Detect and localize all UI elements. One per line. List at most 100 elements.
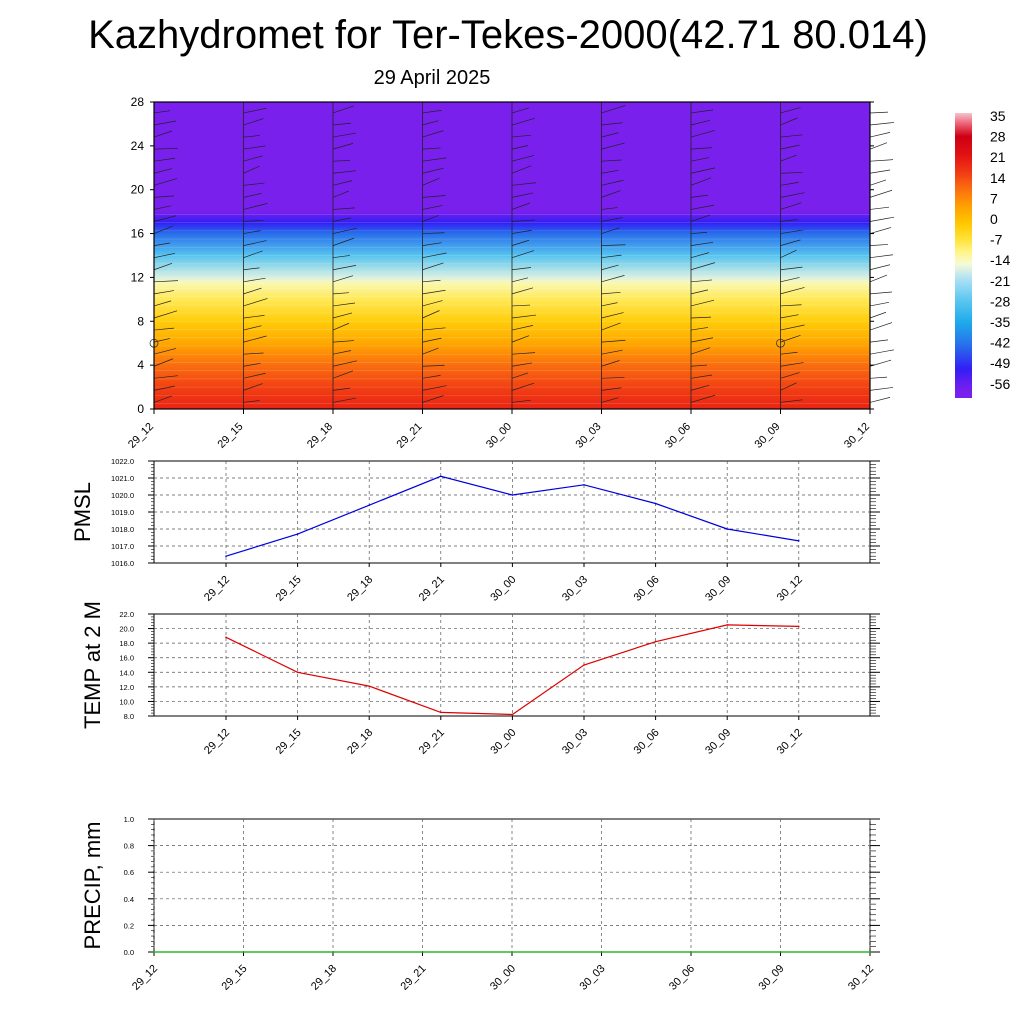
colorbar-label: -35 [990, 314, 1010, 330]
wind-barb [153, 130, 173, 138]
wind-barb [601, 122, 623, 126]
wind-barb [422, 177, 440, 186]
wind-barb [869, 274, 888, 283]
wind-barb [243, 193, 262, 198]
x-tick-label: 30_12 [775, 574, 805, 604]
wind-barb [153, 310, 178, 319]
x-tick-label: 30_06 [667, 963, 697, 993]
y-tick-label: 0.2 [124, 921, 134, 930]
wind-barb [869, 189, 893, 198]
wind-barb [601, 179, 624, 186]
wind-barb [422, 167, 444, 174]
x-tick-label: 29_12 [202, 727, 232, 757]
data-point [332, 951, 334, 953]
y-tick-label: 0.0 [124, 948, 134, 957]
wind-barb [422, 215, 439, 222]
wind-barb [243, 135, 260, 138]
x-tick-label: 29_15 [216, 421, 246, 451]
wind-barb [511, 362, 533, 367]
wind-barb [332, 180, 353, 186]
wind-barb [601, 169, 619, 174]
wind-barb [422, 385, 447, 391]
wind-barb [869, 291, 893, 295]
y-tick-label: 1017.0 [111, 542, 134, 551]
wind-barb [422, 300, 443, 307]
wind-barb [780, 266, 803, 271]
wind-barb [332, 387, 351, 391]
wind-barb [243, 250, 263, 259]
wind-barb [780, 202, 802, 210]
wind-barb [243, 145, 266, 150]
x-tick-label: 29_12 [202, 574, 232, 604]
wind-barb [601, 387, 622, 391]
wind-barb [601, 244, 626, 246]
data-point [440, 711, 442, 714]
colorbar-label: 0 [990, 211, 998, 227]
y-axis-label: TEMP at 2 M [80, 601, 105, 729]
data-point [153, 951, 155, 953]
x-tick-label: 30_00 [488, 727, 518, 757]
wind-barb [243, 335, 267, 343]
calm-marker [776, 338, 785, 348]
wind-barb [243, 107, 267, 114]
wind-barb [332, 207, 356, 210]
wind-barb [690, 252, 710, 259]
colorbar-label: -14 [990, 252, 1010, 268]
wind-barb [153, 195, 175, 198]
wind-barb [690, 194, 709, 198]
data-point [368, 504, 371, 507]
wind-barb [511, 155, 535, 162]
wind-barb [869, 227, 892, 234]
colorbar-label: 21 [990, 149, 1006, 165]
wind-barb [780, 277, 800, 283]
y-tick-label: 0.6 [124, 868, 134, 877]
y-axis-label: PMSL [70, 482, 95, 542]
wind-barb [690, 177, 712, 186]
wind-barb [869, 111, 889, 114]
wind-barb [511, 267, 532, 271]
y-tick-label: 12.0 [119, 683, 134, 692]
y-tick-label: 1.0 [124, 815, 134, 824]
wind-barb [422, 279, 441, 283]
colorbar-gradient [955, 113, 972, 398]
wind-barb [332, 227, 358, 234]
wind-barb [511, 202, 531, 210]
colorbar-label: 7 [990, 190, 998, 206]
wind-barb [153, 215, 177, 222]
wind-barb [511, 229, 533, 234]
wind-barb [869, 142, 888, 150]
wind-barb [422, 375, 441, 379]
x-tick-label: 30_09 [753, 421, 783, 451]
wind-barb [153, 157, 176, 162]
wind-barb [690, 167, 716, 174]
precip-panel: 0.0 0.2 0.4 0.6 0.8 1.0 29_12 29_15 29_18 29_21 30… [80, 815, 880, 993]
wind-barb [780, 324, 805, 331]
wind-barb [153, 300, 172, 307]
wind-barb [601, 159, 622, 162]
wind-barb [153, 348, 177, 355]
data-point [511, 494, 514, 496]
wind-barb [780, 107, 801, 114]
wind-barb [153, 178, 178, 186]
wind-barb [243, 298, 268, 307]
wind-barb [243, 118, 264, 126]
wind-barb [243, 230, 261, 234]
wind-barb [422, 327, 446, 331]
y-tick-label: 20 [131, 183, 145, 197]
wind-barb [869, 244, 889, 246]
y-tick-label: 28 [131, 95, 145, 109]
x-tick-label: 30_00 [488, 574, 518, 604]
x-tick-label: 29_18 [305, 421, 335, 451]
wind-barb [601, 360, 620, 367]
wind-barb [332, 217, 352, 222]
wind-barb [422, 289, 446, 295]
wind-barb [869, 376, 888, 379]
wind-barb [780, 382, 797, 391]
wind-barb [869, 339, 889, 343]
wind-barb [601, 291, 621, 295]
wind-barb [780, 117, 798, 126]
wind-barb [869, 254, 894, 259]
wind-barb [511, 304, 531, 307]
wind-barb [511, 335, 530, 343]
wind-barb [153, 253, 176, 259]
